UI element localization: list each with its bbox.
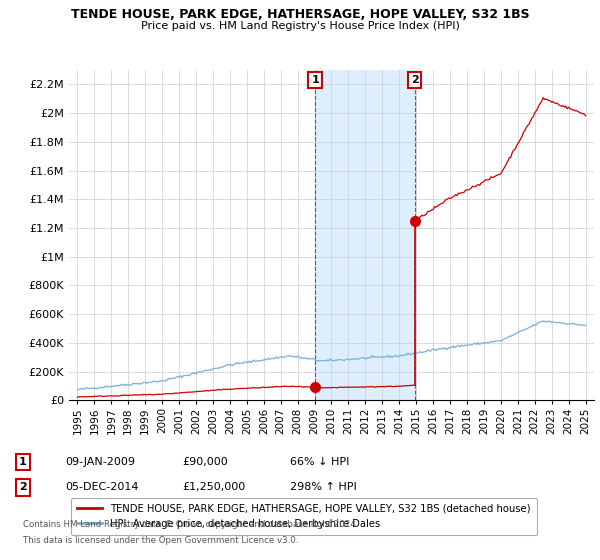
Legend: TENDE HOUSE, PARK EDGE, HATHERSAGE, HOPE VALLEY, S32 1BS (detached house), HPI: : TENDE HOUSE, PARK EDGE, HATHERSAGE, HOPE… [71,498,537,535]
Text: 298% ↑ HPI: 298% ↑ HPI [290,482,356,492]
Text: TENDE HOUSE, PARK EDGE, HATHERSAGE, HOPE VALLEY, S32 1BS: TENDE HOUSE, PARK EDGE, HATHERSAGE, HOPE… [71,8,529,21]
Text: 05-DEC-2014: 05-DEC-2014 [65,482,139,492]
Text: 1: 1 [311,75,319,85]
Text: Contains HM Land Registry data © Crown copyright and database right 2024.: Contains HM Land Registry data © Crown c… [23,520,358,529]
Text: Price paid vs. HM Land Registry's House Price Index (HPI): Price paid vs. HM Land Registry's House … [140,21,460,31]
Text: £1,250,000: £1,250,000 [182,482,245,492]
Text: 09-JAN-2009: 09-JAN-2009 [65,457,135,467]
Text: £90,000: £90,000 [182,457,227,467]
Text: 1: 1 [19,457,26,467]
Bar [315,70,415,400]
Text: 2: 2 [411,75,419,85]
Text: 66% ↓ HPI: 66% ↓ HPI [290,457,349,467]
Text: This data is licensed under the Open Government Licence v3.0.: This data is licensed under the Open Gov… [23,536,298,545]
Text: 2: 2 [19,482,26,492]
